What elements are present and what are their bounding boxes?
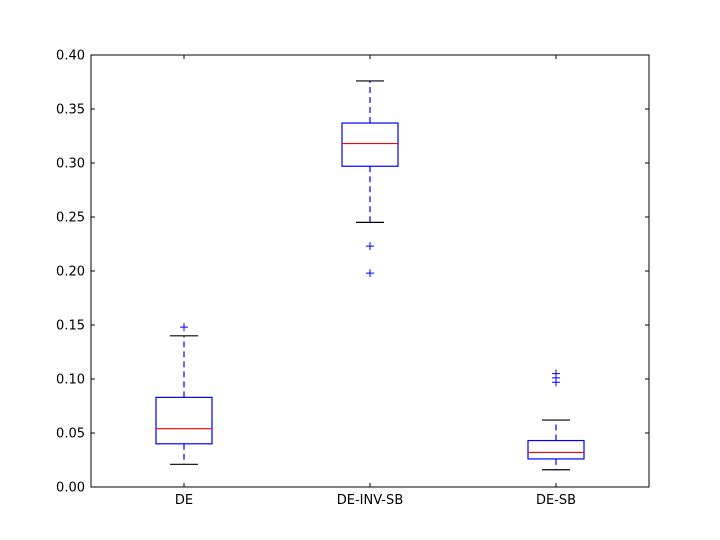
y-tick-label: 0.10 (56, 373, 85, 388)
iqr-box (527, 439, 585, 460)
y-tick-labels: 0.00 0.05 0.10 0.15 0.20 0.25 0.30 0.35 0.40 (56, 49, 85, 496)
outlier-marker (366, 242, 374, 251)
iqr-box (341, 122, 399, 167)
iqr-box (155, 396, 213, 445)
y-tick-label: 0.05 (56, 427, 85, 442)
y-tick-label: 0.40 (56, 49, 85, 64)
y-tick-label: 0.25 (56, 211, 85, 226)
outlier-marker (552, 369, 560, 378)
y-tick-label: 0.30 (56, 157, 85, 172)
x-tick-label: DE-SB (536, 493, 576, 508)
x-tick-labels: DE DE-INV-SB DE-SB (175, 493, 576, 508)
y-tick-label: 0.15 (56, 319, 85, 334)
box-de-inv-sb (341, 80, 399, 278)
plot-frame (90, 54, 650, 488)
x-tick-label: DE (175, 493, 193, 508)
box-de (155, 323, 213, 465)
y-tick-label: 0.00 (56, 481, 85, 496)
y-tick-label: 0.35 (56, 103, 85, 118)
outlier-marker (366, 269, 374, 278)
outlier-marker (180, 323, 188, 332)
box-de-sb (527, 369, 585, 471)
box-series (155, 80, 585, 471)
y-tick-label: 0.20 (56, 265, 85, 280)
x-tick-label: DE-INV-SB (337, 493, 403, 508)
